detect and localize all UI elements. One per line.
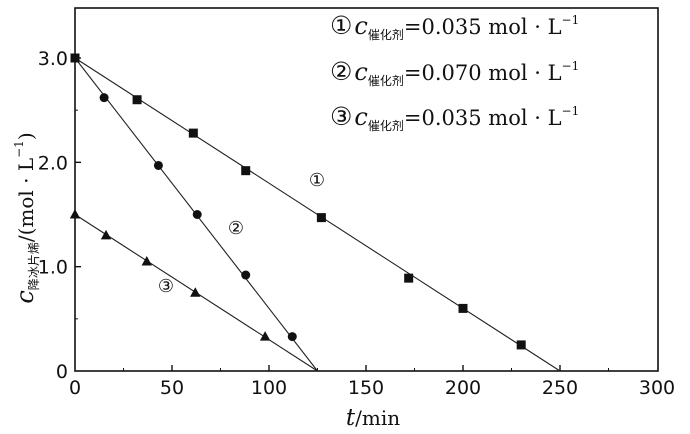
series-2-point <box>70 53 80 63</box>
series-2-point <box>192 210 202 219</box>
series-3-point <box>141 255 152 266</box>
x-tick-label: 200 <box>445 377 481 399</box>
data-markers <box>69 53 526 350</box>
x-tick-label: 100 <box>251 377 287 399</box>
y-tick-label: 2.0 <box>38 152 68 174</box>
x-tick-label: 50 <box>160 377 184 399</box>
series-2-point <box>99 93 109 103</box>
series-1-point <box>458 303 468 313</box>
series-1-point <box>241 166 251 176</box>
y-tick-label: 0 <box>56 361 68 383</box>
series-3-tag: ③ <box>158 276 174 297</box>
y-tick-label: 3.0 <box>38 48 68 70</box>
series-3-point <box>100 229 112 240</box>
x-axis-ticks: 0 50 100 150 200 250 300 <box>69 365 675 399</box>
series-3-point <box>69 209 81 219</box>
x-tick-label: 250 <box>542 377 578 399</box>
y-tick-label: 1.0 <box>38 257 68 279</box>
series-3-point <box>259 331 271 341</box>
legend-item-1: ①c催化剂=0.035 mol · L−1 <box>330 11 579 42</box>
x-tick-label: 0 <box>69 377 81 399</box>
series-2-point <box>153 160 163 170</box>
series-1-point <box>132 95 142 105</box>
series-1-point <box>516 340 526 350</box>
series-1-tag: ① <box>309 170 325 191</box>
series-1-point <box>404 273 414 283</box>
series-tags: ① ② ③ <box>158 170 325 297</box>
x-tick-label: 300 <box>639 377 675 399</box>
series-1-point <box>188 128 198 138</box>
series-1-point <box>316 213 326 223</box>
legend: ①c催化剂=0.035 mol · L−1 ②c催化剂=0.070 mol · L… <box>330 11 579 133</box>
x-tick-label: 150 <box>348 377 384 399</box>
x-axis-label: t/min <box>346 405 400 431</box>
series-2-point <box>241 270 251 280</box>
series-2-tag: ② <box>228 218 244 239</box>
series-2-point <box>287 332 297 342</box>
legend-item-2: ②c催化剂=0.070 mol · L−1 <box>330 57 579 88</box>
series-3-point <box>190 287 201 297</box>
y-axis-ticks: 0 1.0 2.0 3.0 <box>38 48 81 383</box>
axis-labels: t/min c降冰片烯/(mol · L−1) <box>11 132 400 431</box>
y-axis-label: c降冰片烯/(mol · L−1) <box>11 132 41 303</box>
legend-item-3: ③c催化剂=0.035 mol · L−1 <box>330 102 579 133</box>
